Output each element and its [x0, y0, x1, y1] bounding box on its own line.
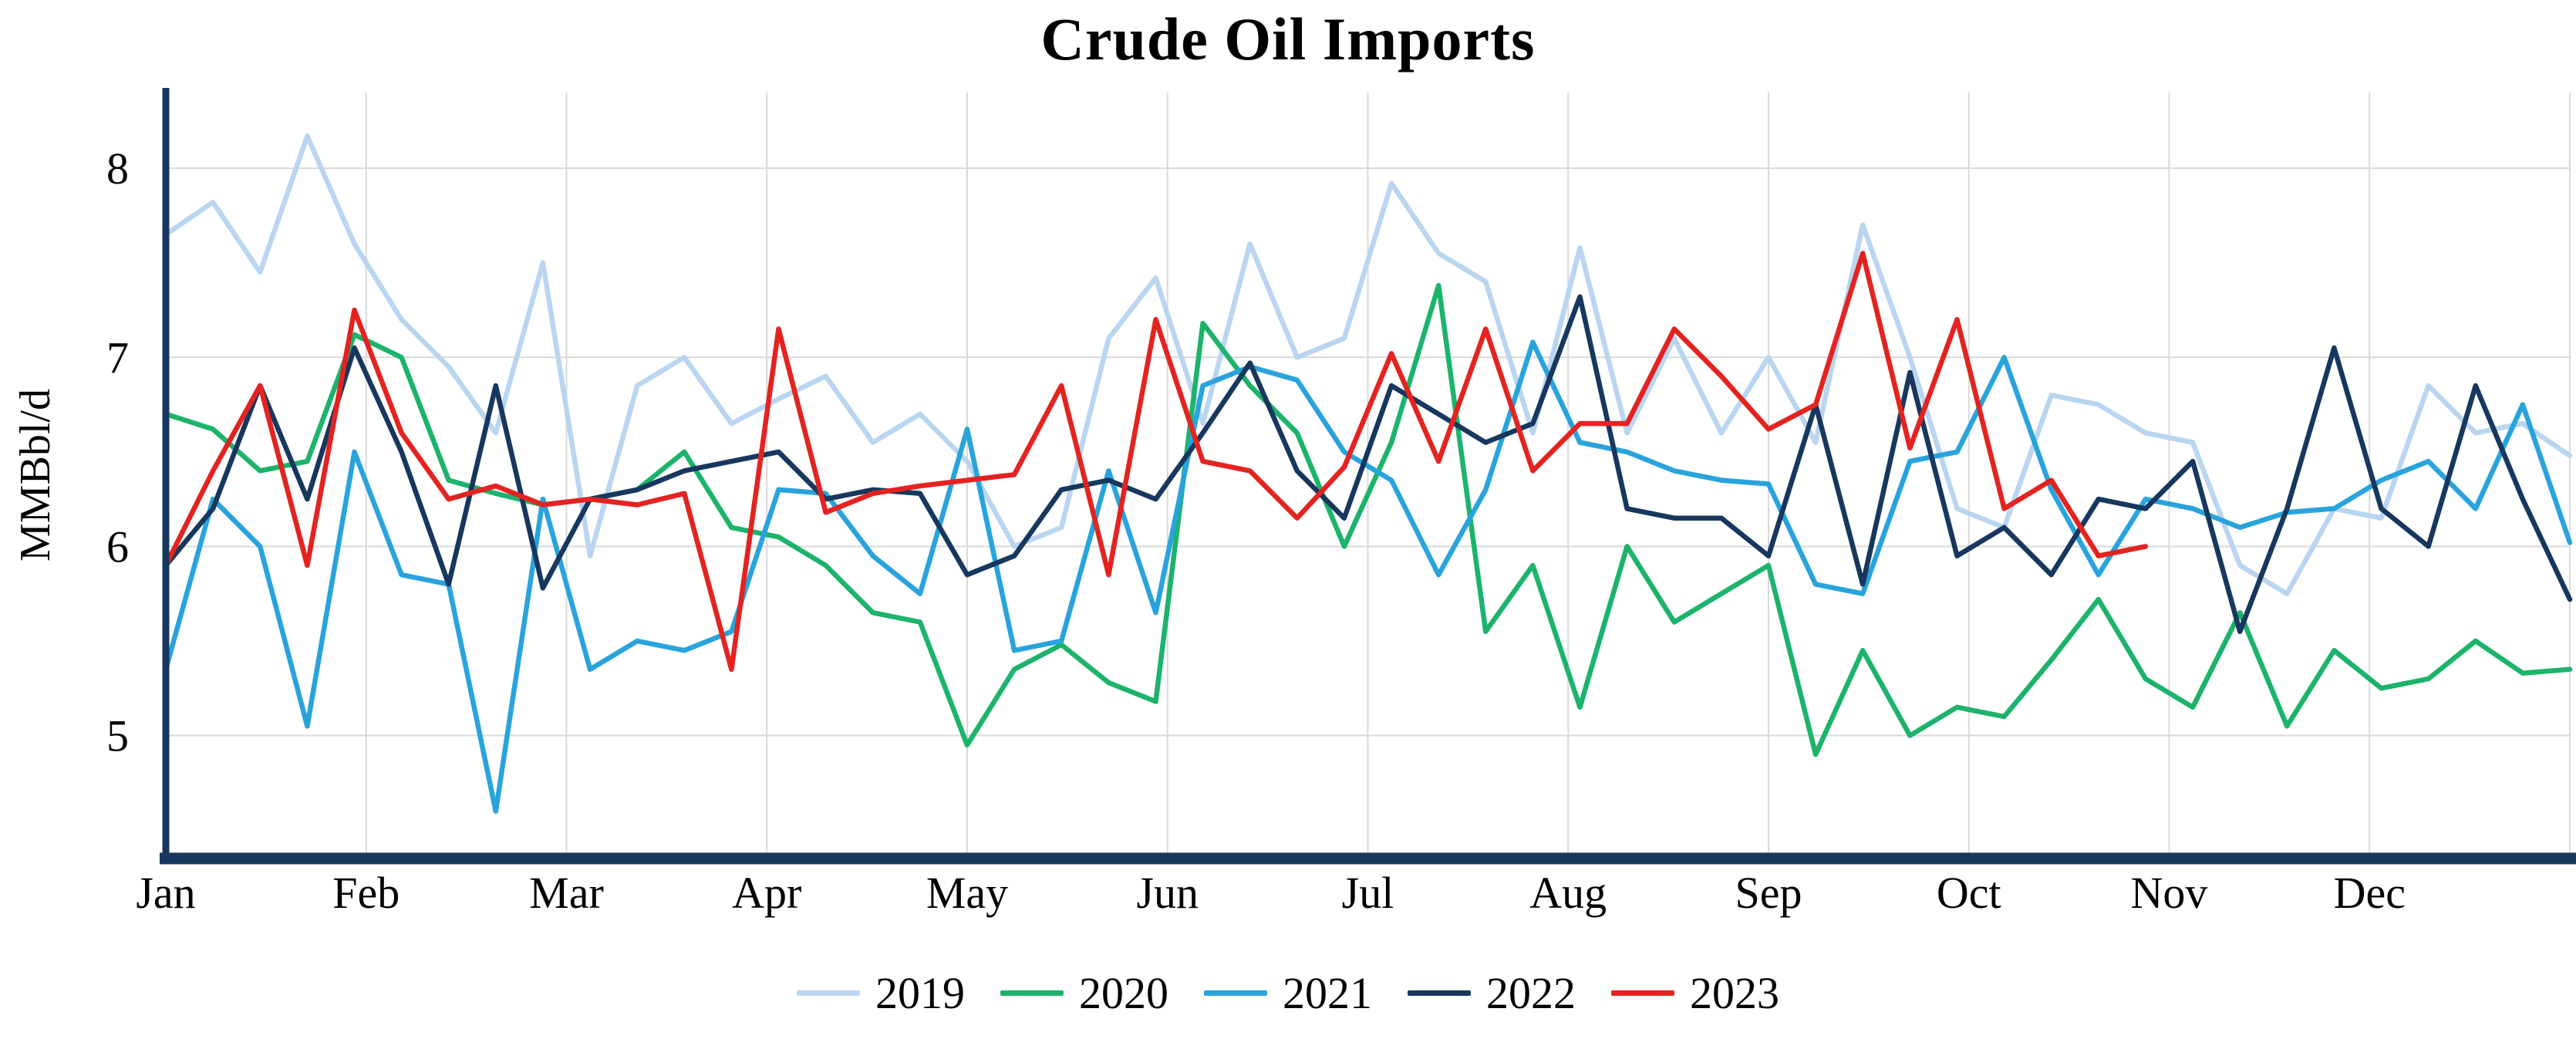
legend-label-2021: 2021 [1283, 967, 1372, 1018]
legend-label-2019: 2019 [875, 967, 965, 1018]
ytick-label-6: 6 [106, 521, 129, 572]
series-line-2021 [163, 339, 2573, 814]
series-line-2022 [163, 294, 2573, 635]
legend-swatch-2022 [1408, 990, 1471, 996]
ytick-label-5: 5 [106, 711, 129, 761]
month-label-mar: Mar [529, 868, 604, 918]
legend-item-2020: 2020 [1000, 967, 1168, 1019]
legend: 2019 2020 2021 2022 2023 [0, 958, 2576, 1027]
legend-swatch-2019 [797, 990, 860, 996]
legend-label-2022: 2022 [1486, 967, 1576, 1018]
month-label-apr: Apr [732, 868, 801, 918]
month-label-dec: Dec [2334, 868, 2406, 918]
legend-item-2019: 2019 [797, 967, 965, 1019]
series-line-2019 [163, 133, 2573, 596]
legend-swatch-2021 [1204, 990, 1267, 996]
legend-label-2020: 2020 [1079, 967, 1168, 1018]
month-label-jan: Jan [136, 868, 195, 918]
legend-swatch-2023 [1611, 990, 1674, 996]
month-label-may: May [926, 868, 1008, 918]
month-label-jun: Jun [1136, 868, 1199, 918]
month-label-feb: Feb [332, 868, 400, 918]
legend-item-2023: 2023 [1611, 967, 1779, 1019]
ytick-label-8: 8 [106, 143, 129, 194]
month-label-jul: Jul [1342, 868, 1394, 918]
series-line-2023 [163, 251, 2149, 673]
ytick-label-7: 7 [106, 332, 129, 383]
month-label-aug: Aug [1529, 868, 1607, 918]
legend-swatch-2020 [1000, 990, 1064, 996]
legend-item-2021: 2021 [1204, 967, 1372, 1019]
legend-item-2022: 2022 [1408, 967, 1576, 1019]
chart-title: Crude Oil Imports [1040, 5, 1536, 73]
month-label-sep: Sep [1735, 868, 1802, 918]
legend-label-2023: 2023 [1690, 967, 1779, 1018]
month-label-oct: Oct [1937, 868, 2001, 918]
month-label-nov: Nov [2131, 868, 2208, 918]
